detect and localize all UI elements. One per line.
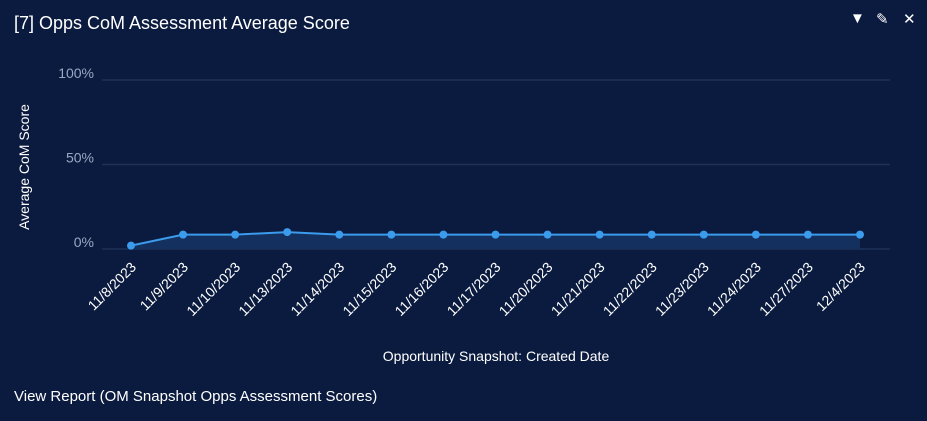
x-tick-label: 11/9/2023 xyxy=(137,259,192,314)
y-axis-title: Average CoM Score xyxy=(16,104,32,230)
y-tick-label: 100% xyxy=(58,65,94,81)
close-icon[interactable]: ✕ xyxy=(903,11,916,28)
x-tick-label: 11/23/2023 xyxy=(652,259,712,319)
x-tick-label: 11/21/2023 xyxy=(548,259,608,319)
edit-pencil-icon[interactable]: ✎ xyxy=(876,11,889,28)
data-point xyxy=(335,230,344,239)
x-tick-label: 12/4/2023 xyxy=(813,259,869,315)
data-point xyxy=(439,230,448,239)
x-tick-label: 11/16/2023 xyxy=(391,259,451,319)
x-tick-label: 11/17/2023 xyxy=(443,259,503,319)
filter-icon[interactable]: ▼ xyxy=(850,10,865,27)
line-chart: 0%50%100%11/8/202311/9/202311/10/202311/… xyxy=(16,65,890,364)
area-fill xyxy=(131,232,860,249)
widget-title: [7] Opps CoM Assessment Average Score xyxy=(14,13,350,33)
y-tick-label: 0% xyxy=(74,234,94,250)
x-tick-label: 11/15/2023 xyxy=(339,259,399,319)
data-point xyxy=(699,230,708,239)
x-tick-label: 11/10/2023 xyxy=(183,259,243,319)
data-point xyxy=(803,230,812,239)
x-tick-label: 11/27/2023 xyxy=(756,259,816,319)
x-tick-label: 11/14/2023 xyxy=(287,259,347,319)
x-axis-title: Opportunity Snapshot: Created Date xyxy=(383,348,610,364)
x-tick-label: 11/13/2023 xyxy=(235,259,295,319)
x-tick-label: 11/8/2023 xyxy=(84,259,139,314)
data-point xyxy=(127,241,135,250)
data-point xyxy=(387,230,396,239)
x-tick-label: 11/20/2023 xyxy=(496,259,556,319)
data-point xyxy=(595,230,604,239)
data-point xyxy=(856,230,864,239)
x-tick-label: 11/22/2023 xyxy=(600,259,660,319)
data-point xyxy=(543,230,552,239)
y-tick-label: 50% xyxy=(66,150,94,166)
data-point xyxy=(491,230,500,239)
data-point xyxy=(231,230,240,239)
x-tick-label: 11/24/2023 xyxy=(704,259,764,319)
data-point xyxy=(283,228,292,237)
data-point xyxy=(647,230,656,239)
data-point xyxy=(179,230,188,239)
data-point xyxy=(751,230,760,239)
view-report-link[interactable]: View Report (OM Snapshot Opps Assessment… xyxy=(14,388,378,405)
